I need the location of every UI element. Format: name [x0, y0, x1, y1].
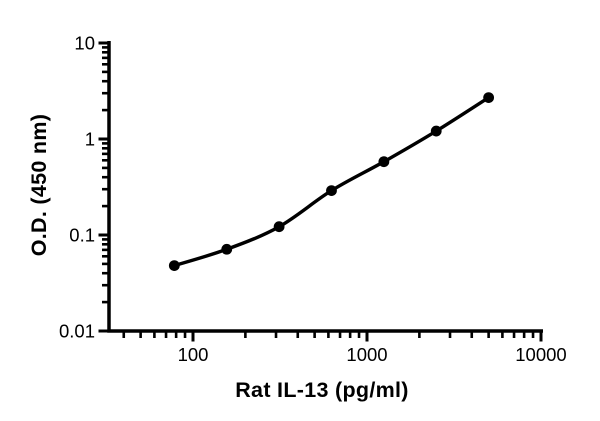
- axis-tick-labels: 100 1000 10000 10 1 0.1 0.01: [59, 33, 567, 366]
- y-axis-title: O.D. (450 nm): [27, 113, 51, 257]
- x-tick-label: 100: [178, 344, 209, 365]
- axis-ticks: [98, 41, 543, 342]
- data-point: [378, 156, 390, 168]
- y-tick-label: 1: [85, 129, 95, 150]
- axis-lines: [107, 41, 543, 333]
- y-tick-label: 10: [74, 33, 95, 54]
- x-tick-label: 10000: [515, 344, 566, 365]
- x-tick-label: 1000: [346, 344, 387, 365]
- data-point: [168, 260, 180, 272]
- x-axis-title: Rat IL-13 (pg/ml): [235, 378, 409, 402]
- data-point: [483, 92, 495, 103]
- fit-curve: [172, 95, 491, 268]
- y-tick-label: 0.01: [59, 321, 95, 342]
- y-tick-label: 0.1: [69, 225, 95, 246]
- data-point: [273, 221, 285, 233]
- data-series: [168, 92, 495, 272]
- data-point: [430, 125, 442, 137]
- axis-spine: [107, 41, 543, 333]
- data-point: [326, 185, 337, 197]
- data-point: [221, 243, 233, 255]
